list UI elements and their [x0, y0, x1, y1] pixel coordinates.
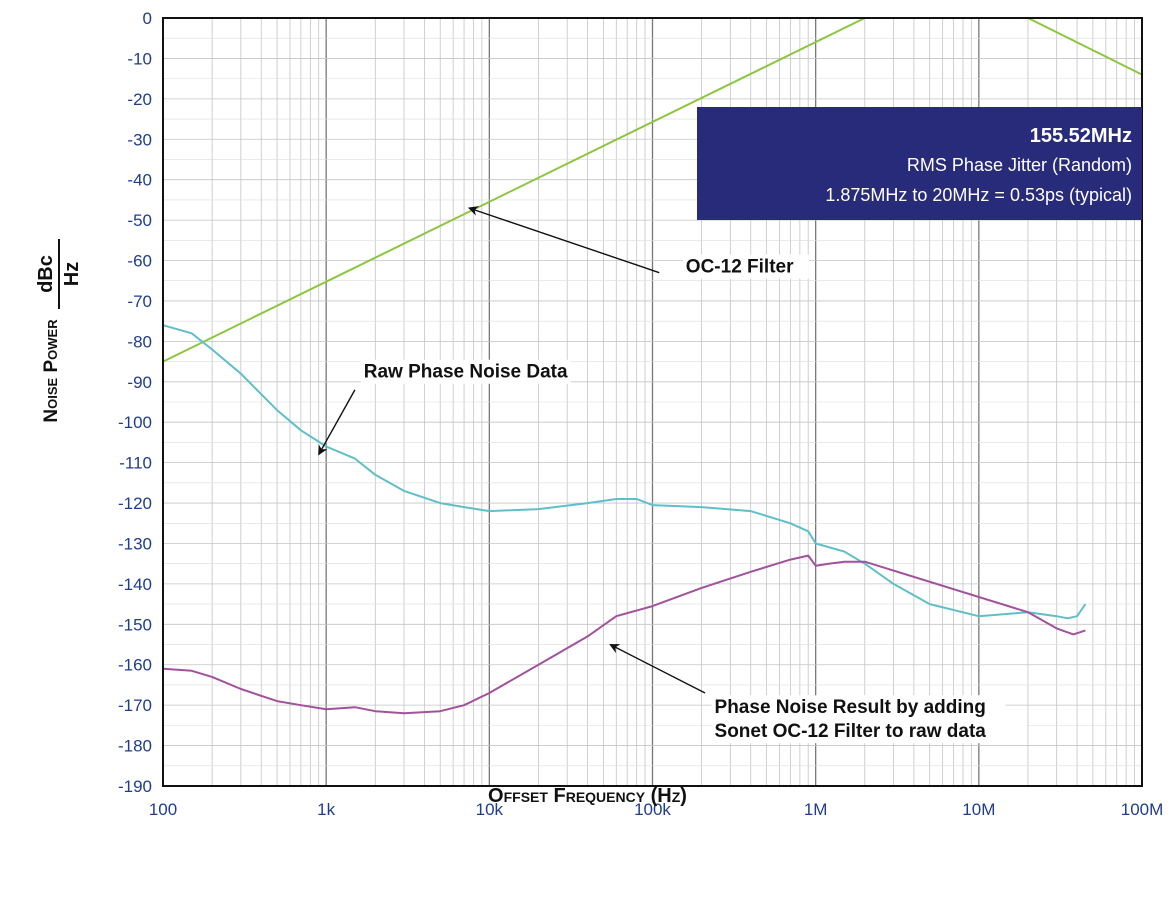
y-tick-label: -120: [118, 494, 152, 513]
series-line-2: [162, 324, 1087, 620]
x-tick-label: 100k: [634, 800, 671, 819]
y-axis-unit: dBc Hz: [35, 239, 83, 309]
y-tick-label: -30: [127, 130, 152, 149]
y-axis-ticks: 0 -10 -20 -30 -40 -50 -60 -70 -80 -90 -100 -110 -120…: [118, 9, 152, 796]
y-tick-label: -160: [118, 656, 152, 675]
info-box-line-2: 1.875MHz to 20MHz = 0.53ps (typical): [825, 185, 1132, 205]
annotation-text-3: Sonet OC-12 Filter to raw data: [715, 721, 987, 742]
info-box-line-1: RMS Phase Jitter (Random): [907, 155, 1132, 175]
x-axis-ticks: 100 1k 10k 100k 1M 10M 100M: [149, 800, 1163, 819]
info-box: 155.52MHz RMS Phase Jitter (Random) 1.87…: [697, 107, 1142, 220]
y-tick-label: 0: [143, 9, 152, 28]
y-tick-label: -10: [127, 49, 152, 68]
series-line-3: [162, 554, 1086, 715]
x-tick-label: 10M: [962, 800, 995, 819]
y-unit-numerator: dBc: [35, 239, 60, 309]
y-tick-label: -60: [127, 252, 152, 271]
y-tick-label: -190: [118, 777, 152, 796]
annotation-arrow-1: [468, 206, 660, 274]
plot-frame: [162, 17, 1143, 787]
annotation-text-1: OC-12 Filter: [686, 257, 794, 278]
annotation-text-2: Raw Phase Noise Data: [364, 362, 568, 383]
y-tick-label: -90: [127, 373, 152, 392]
x-tick-label: 10k: [476, 800, 504, 819]
y-tick-label: -100: [118, 413, 152, 432]
y-tick-label: -40: [127, 171, 152, 190]
y-tick-label: -150: [118, 615, 152, 634]
y-tick-label: -80: [127, 332, 152, 351]
x-tick-label: 1k: [317, 800, 335, 819]
y-tick-label: -20: [127, 90, 152, 109]
annotation-background: [711, 719, 1027, 744]
annotation-text-3: Phase Noise Result by adding: [715, 697, 986, 718]
y-tick-label: -50: [127, 211, 152, 230]
y-tick-label: -140: [118, 575, 152, 594]
x-tick-label: 1M: [804, 800, 828, 819]
annotation-background: [360, 359, 571, 384]
annotation-background: [682, 254, 809, 279]
info-box-background: [697, 107, 1142, 220]
y-tick-label: -70: [127, 292, 152, 311]
annotation-arrow-2: [318, 389, 356, 456]
x-tick-label: 100M: [1121, 800, 1164, 819]
y-tick-label: -130: [118, 534, 152, 553]
y-tick-label: -180: [118, 737, 152, 756]
annotations: OC-12 Filter Raw Phase Noise Data Phase No…: [318, 206, 1027, 744]
annotation-arrow-3: [609, 643, 706, 694]
y-tick-label: -170: [118, 696, 152, 715]
x-tick-label: 100: [149, 800, 177, 819]
x-axis-label: Offset Frequency (Hz): [488, 785, 687, 807]
annotation-background: [711, 695, 1006, 720]
y-unit-denominator: Hz: [61, 261, 83, 287]
grid: [162, 17, 1142, 787]
y-tick-label: -110: [119, 454, 152, 473]
info-box-title: 155.52MHz: [1030, 125, 1132, 147]
